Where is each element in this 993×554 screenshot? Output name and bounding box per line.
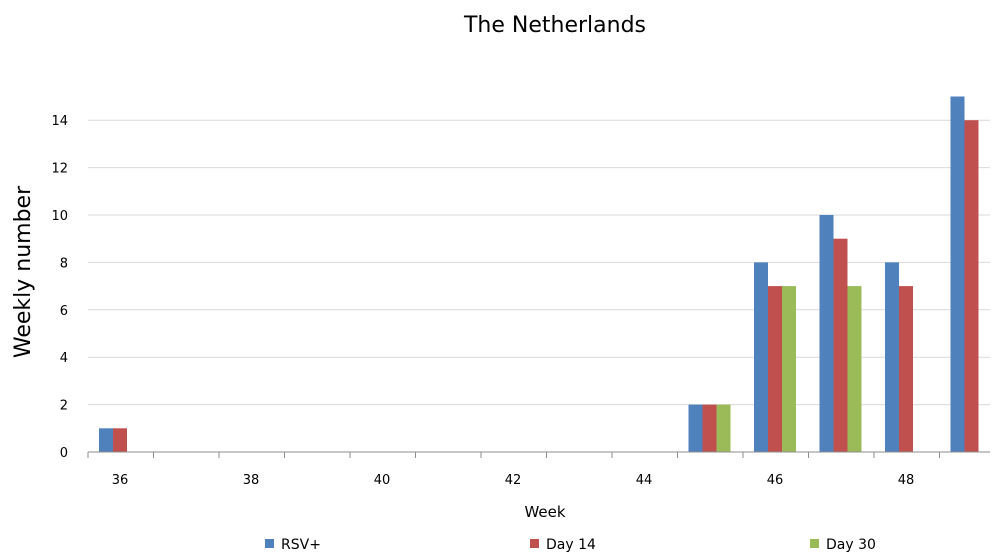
x-tick-label: 40	[374, 473, 391, 488]
bar-rsv--week-46	[754, 262, 768, 452]
bar-rsv--week-36	[99, 428, 113, 452]
legend-label: RSV+	[281, 537, 321, 553]
legend-label: Day 14	[546, 537, 596, 553]
x-tick-label: 44	[636, 473, 653, 488]
y-tick-label: 8	[60, 256, 68, 271]
x-axis-label: Week	[524, 503, 565, 521]
bars	[99, 96, 979, 452]
legend-swatch	[265, 539, 274, 548]
x-tick-label: 38	[243, 473, 260, 488]
y-tick-label: 12	[51, 162, 68, 177]
gridlines	[88, 119, 990, 406]
bar-day-14-week-47	[833, 238, 848, 452]
y-tick-label: 0	[60, 446, 68, 461]
legend-swatch	[530, 539, 539, 548]
bar-day-30-week-46	[782, 286, 796, 452]
x-tick-label: 42	[505, 473, 522, 488]
bar-day-14-week-49	[964, 120, 979, 452]
bar-day-14-week-36	[113, 428, 127, 452]
y-tick-label: 14	[51, 114, 68, 129]
y-axis-ticks: 0 2 4 6 8 10 12 14	[51, 114, 68, 461]
legend: RSV+ Day 14 Day 30	[265, 537, 876, 553]
y-tick-label: 4	[60, 351, 68, 366]
bar-rsv--week-49	[950, 96, 965, 452]
y-tick-label: 2	[60, 399, 68, 414]
y-axis-label: Weekly number	[11, 185, 36, 358]
y-tick-label: 10	[51, 209, 68, 224]
legend-swatch	[810, 539, 819, 548]
y-tick-label: 6	[60, 304, 68, 319]
bar-day-30-week-45	[716, 404, 731, 452]
bar-day-14-week-46	[768, 286, 782, 452]
x-tick-label: 36	[112, 473, 129, 488]
x-tick-label: 46	[767, 473, 784, 488]
x-axis-ticks: 36 38 40 42 44 46 48	[87, 452, 940, 488]
x-tick-label: 48	[898, 473, 915, 488]
bar-day-14-week-48	[899, 286, 913, 452]
bar-rsv--week-47	[819, 215, 834, 452]
chart-title: The Netherlands	[463, 13, 646, 38]
bar-rsv--week-45	[688, 404, 703, 452]
bar-day-14-week-45	[702, 404, 717, 452]
legend-label: Day 30	[826, 537, 876, 553]
bar-rsv--week-48	[885, 262, 899, 452]
bar-day-30-week-47	[847, 286, 862, 452]
